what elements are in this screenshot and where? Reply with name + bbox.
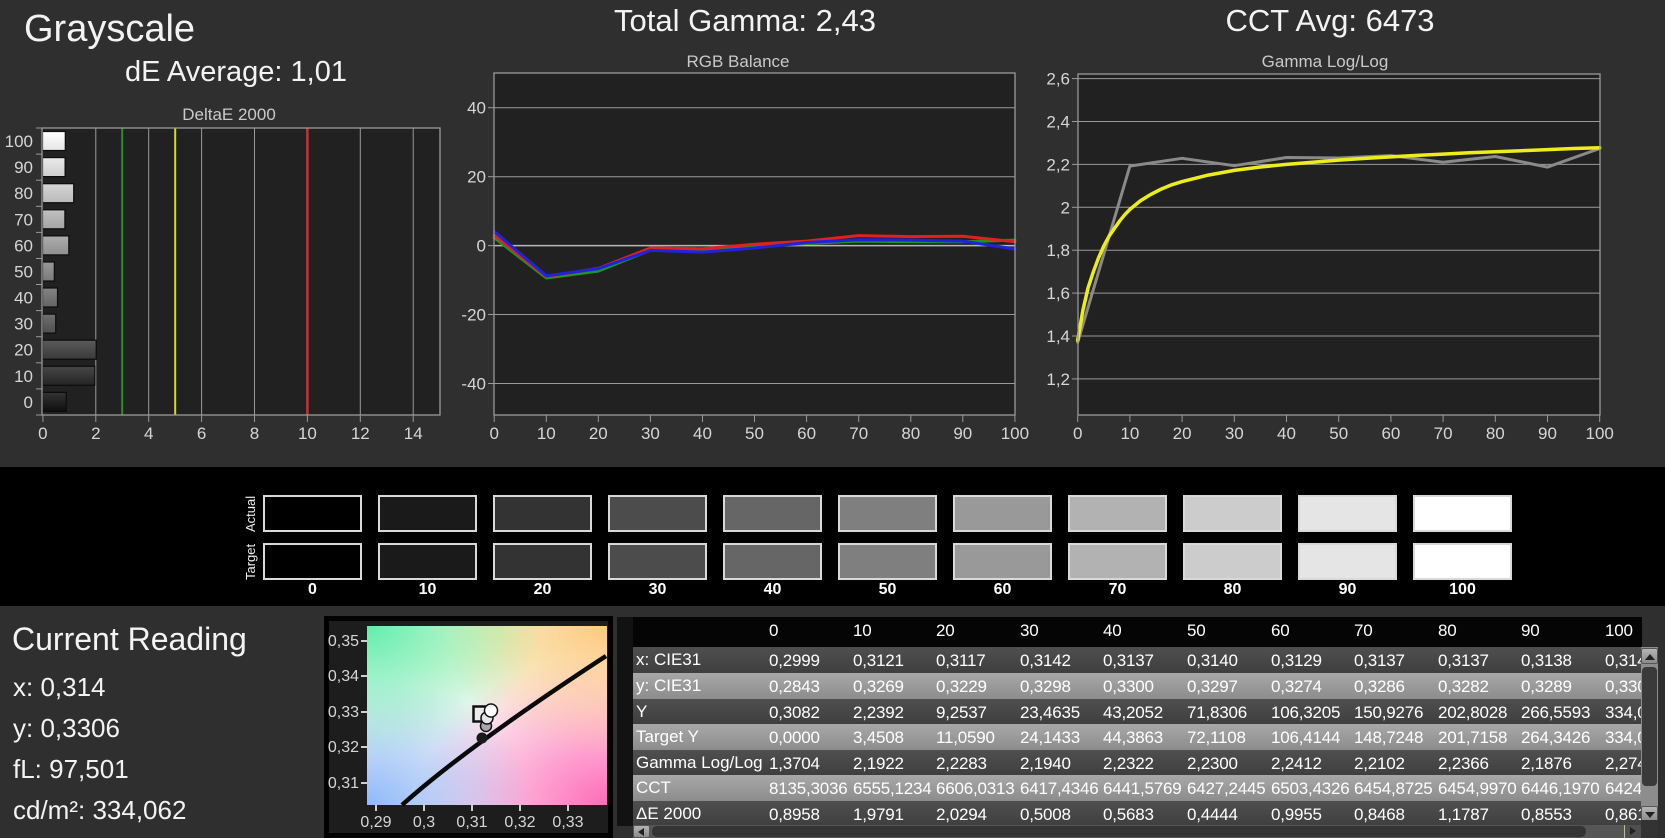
svg-text:20: 20: [589, 424, 608, 443]
svg-text:70: 70: [1434, 424, 1453, 443]
svg-text:0: 0: [38, 424, 47, 443]
svg-text:20: 20: [467, 168, 486, 187]
svg-text:100: 100: [5, 132, 33, 151]
svg-text:1,4: 1,4: [1046, 327, 1070, 346]
svg-text:90: 90: [14, 158, 33, 177]
svg-text:20: 20: [1173, 424, 1192, 443]
svg-text:80: 80: [901, 424, 920, 443]
svg-text:1,8: 1,8: [1046, 241, 1070, 260]
svg-text:2,4: 2,4: [1046, 113, 1070, 132]
svg-text:50: 50: [1329, 424, 1348, 443]
svg-text:1,2: 1,2: [1046, 370, 1070, 389]
svg-text:90: 90: [1538, 424, 1557, 443]
svg-text:40: 40: [693, 424, 712, 443]
svg-text:70: 70: [14, 210, 33, 229]
svg-text:80: 80: [14, 184, 33, 203]
svg-text:2,6: 2,6: [1046, 70, 1070, 89]
svg-text:2,2: 2,2: [1046, 155, 1070, 174]
svg-text:2: 2: [91, 424, 100, 443]
svg-text:60: 60: [797, 424, 816, 443]
svg-text:30: 30: [1225, 424, 1244, 443]
svg-text:60: 60: [1381, 424, 1400, 443]
svg-text:6: 6: [197, 424, 206, 443]
svg-text:90: 90: [953, 424, 972, 443]
svg-text:70: 70: [849, 424, 868, 443]
svg-text:50: 50: [14, 263, 33, 282]
svg-text:30: 30: [14, 315, 33, 334]
svg-text:10: 10: [537, 424, 556, 443]
svg-text:-20: -20: [461, 306, 486, 325]
svg-text:50: 50: [745, 424, 764, 443]
svg-text:10: 10: [298, 424, 317, 443]
svg-text:40: 40: [14, 289, 33, 308]
svg-text:0: 0: [1073, 424, 1082, 443]
svg-text:30: 30: [641, 424, 660, 443]
svg-text:1,6: 1,6: [1046, 284, 1070, 303]
svg-text:20: 20: [14, 341, 33, 360]
svg-text:0: 0: [24, 393, 33, 412]
svg-text:14: 14: [404, 424, 423, 443]
svg-text:100: 100: [1001, 424, 1029, 443]
svg-text:8: 8: [250, 424, 259, 443]
svg-text:-40: -40: [461, 375, 486, 394]
svg-text:2: 2: [1061, 198, 1070, 217]
svg-text:80: 80: [1486, 424, 1505, 443]
svg-text:0: 0: [477, 237, 486, 256]
svg-text:60: 60: [14, 236, 33, 255]
svg-text:10: 10: [1120, 424, 1139, 443]
svg-text:100: 100: [1586, 424, 1614, 443]
svg-text:0: 0: [489, 424, 498, 443]
svg-text:10: 10: [14, 367, 33, 386]
svg-text:12: 12: [351, 424, 370, 443]
svg-text:4: 4: [144, 424, 153, 443]
svg-text:40: 40: [467, 99, 486, 118]
svg-text:40: 40: [1277, 424, 1296, 443]
